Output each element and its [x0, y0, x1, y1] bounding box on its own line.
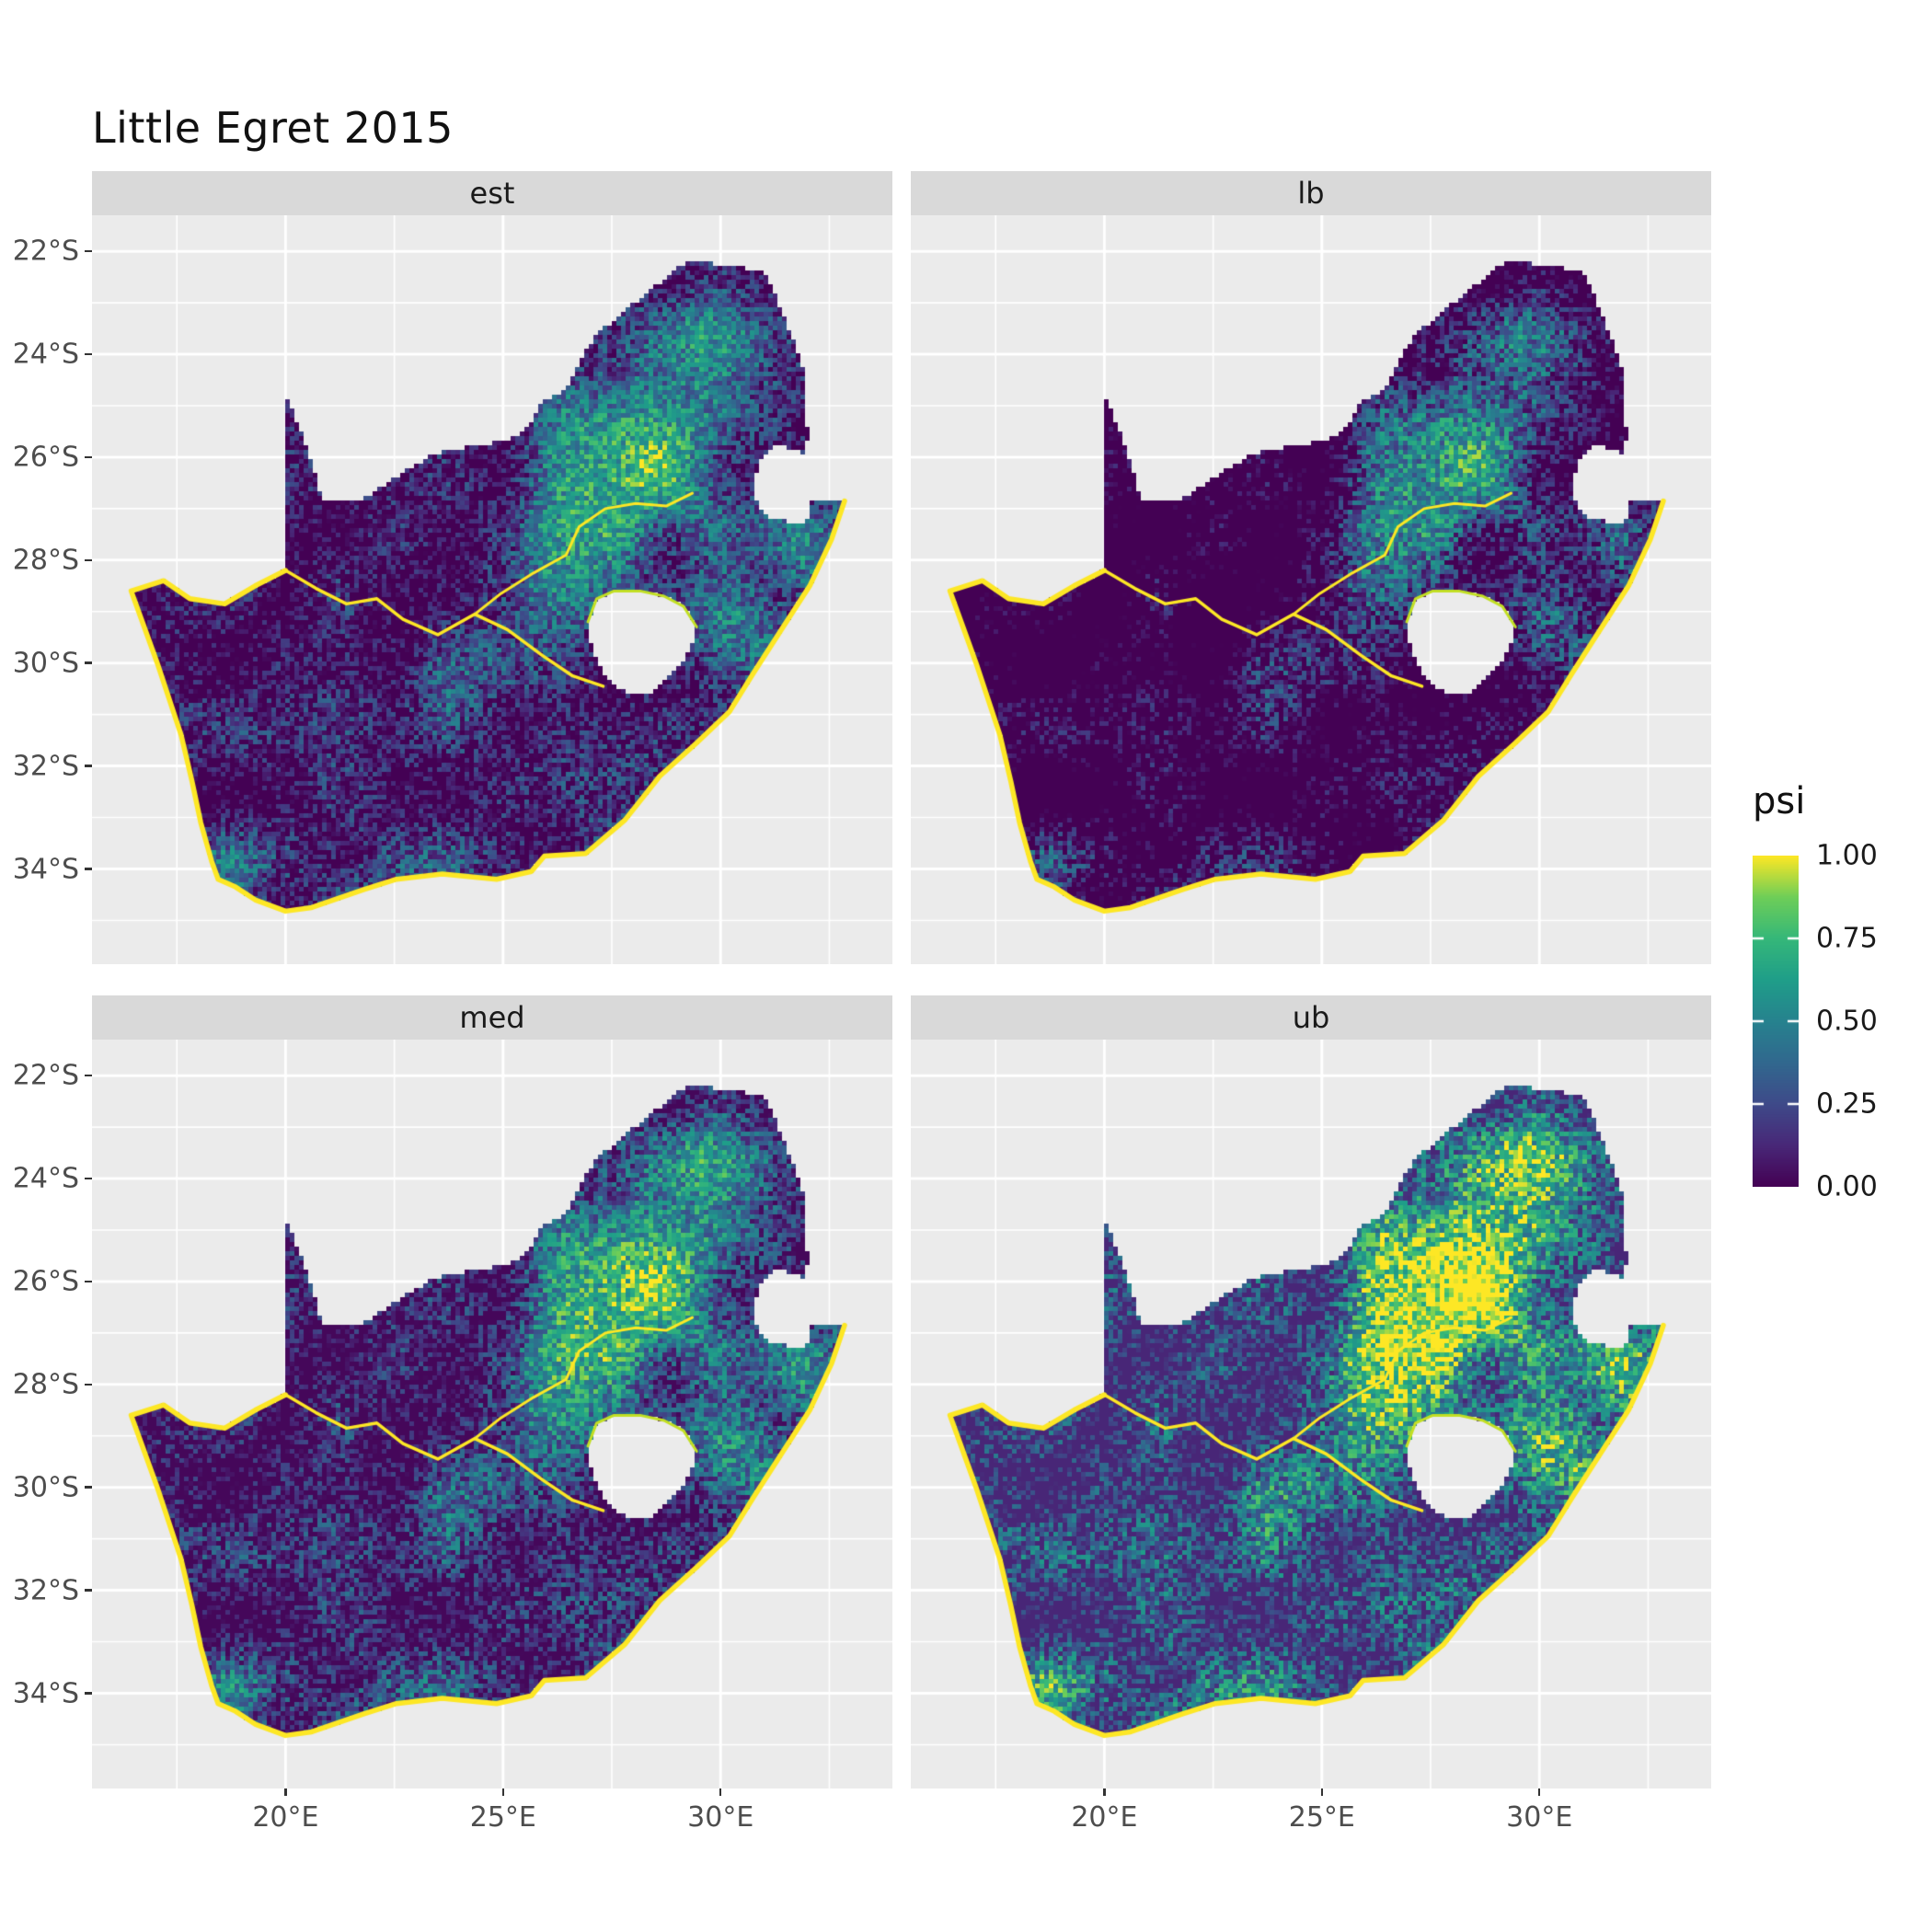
- x-axis-tick: [501, 1788, 505, 1796]
- y-tick-label: 30°S: [12, 1471, 79, 1504]
- legend-label-0.25: 0.25: [1816, 1087, 1878, 1121]
- y-axis-tick: [85, 868, 92, 870]
- y-tick-label: 22°S: [12, 1059, 79, 1092]
- legend-colorbar: [1753, 856, 1799, 1187]
- y-axis-tick: [85, 558, 92, 562]
- x-axis-tick: [1320, 1788, 1324, 1796]
- y-axis-tick: [85, 661, 92, 664]
- map-panel-ub: [911, 1040, 1711, 1788]
- y-tick-label: 28°S: [12, 1368, 79, 1401]
- legend-label-0.50: 0.50: [1816, 1005, 1878, 1038]
- y-axis-tick: [85, 1280, 92, 1283]
- facet-strip-label-est: est: [469, 176, 515, 211]
- y-axis-tick: [85, 249, 92, 253]
- map-panel-lb: [911, 215, 1711, 964]
- x-tick-label: 30°E: [1506, 1801, 1573, 1834]
- facet-strip-label-ub: ub: [1292, 1000, 1330, 1035]
- x-tick-label: 25°E: [469, 1801, 536, 1834]
- y-tick-label: 24°S: [12, 338, 79, 371]
- legend-label-0.00: 0.00: [1816, 1170, 1878, 1203]
- legend-title: psi: [1753, 780, 1806, 822]
- map-panel-med: [92, 1040, 892, 1788]
- facet-strip-label-med: med: [459, 1000, 525, 1035]
- facet-strip-med: med: [92, 995, 892, 1040]
- y-tick-label: 26°S: [12, 1265, 79, 1298]
- y-tick-label: 22°S: [12, 235, 79, 268]
- y-axis-tick: [85, 1074, 92, 1077]
- legend-label-0.75: 0.75: [1816, 922, 1878, 955]
- y-tick-label: 34°S: [12, 1677, 79, 1709]
- x-tick-label: 20°E: [1071, 1801, 1138, 1834]
- legend-label-1.00: 1.00: [1816, 839, 1878, 872]
- y-axis-tick: [85, 455, 92, 459]
- y-tick-label: 28°S: [12, 544, 79, 577]
- y-axis-tick: [85, 1692, 92, 1695]
- y-tick-label: 32°S: [12, 750, 79, 783]
- x-axis-tick: [284, 1788, 287, 1796]
- map-panel-est: [92, 215, 892, 964]
- x-tick-label: 25°E: [1288, 1801, 1355, 1834]
- y-tick-label: 30°S: [12, 647, 79, 680]
- x-axis-tick: [719, 1788, 722, 1796]
- x-tick-label: 30°E: [687, 1801, 754, 1834]
- facet-strip-label-lb: lb: [1297, 176, 1325, 211]
- y-tick-label: 24°S: [12, 1162, 79, 1195]
- y-axis-tick: [85, 352, 92, 356]
- y-axis-tick: [85, 1486, 92, 1489]
- x-axis-tick: [1537, 1788, 1541, 1796]
- y-tick-label: 32°S: [12, 1574, 79, 1607]
- x-tick-label: 20°E: [252, 1801, 319, 1834]
- facet-strip-est: est: [92, 171, 892, 215]
- y-tick-label: 26°S: [12, 441, 79, 474]
- y-axis-tick: [85, 765, 92, 767]
- plot-title: Little Egret 2015: [92, 103, 454, 153]
- y-axis-tick: [85, 1589, 92, 1592]
- y-tick-label: 34°S: [12, 853, 79, 885]
- y-axis-tick: [85, 1177, 92, 1180]
- facet-strip-ub: ub: [911, 995, 1711, 1040]
- x-axis-tick: [1103, 1788, 1106, 1796]
- facet-strip-lb: lb: [911, 171, 1711, 215]
- y-axis-tick: [85, 1383, 92, 1386]
